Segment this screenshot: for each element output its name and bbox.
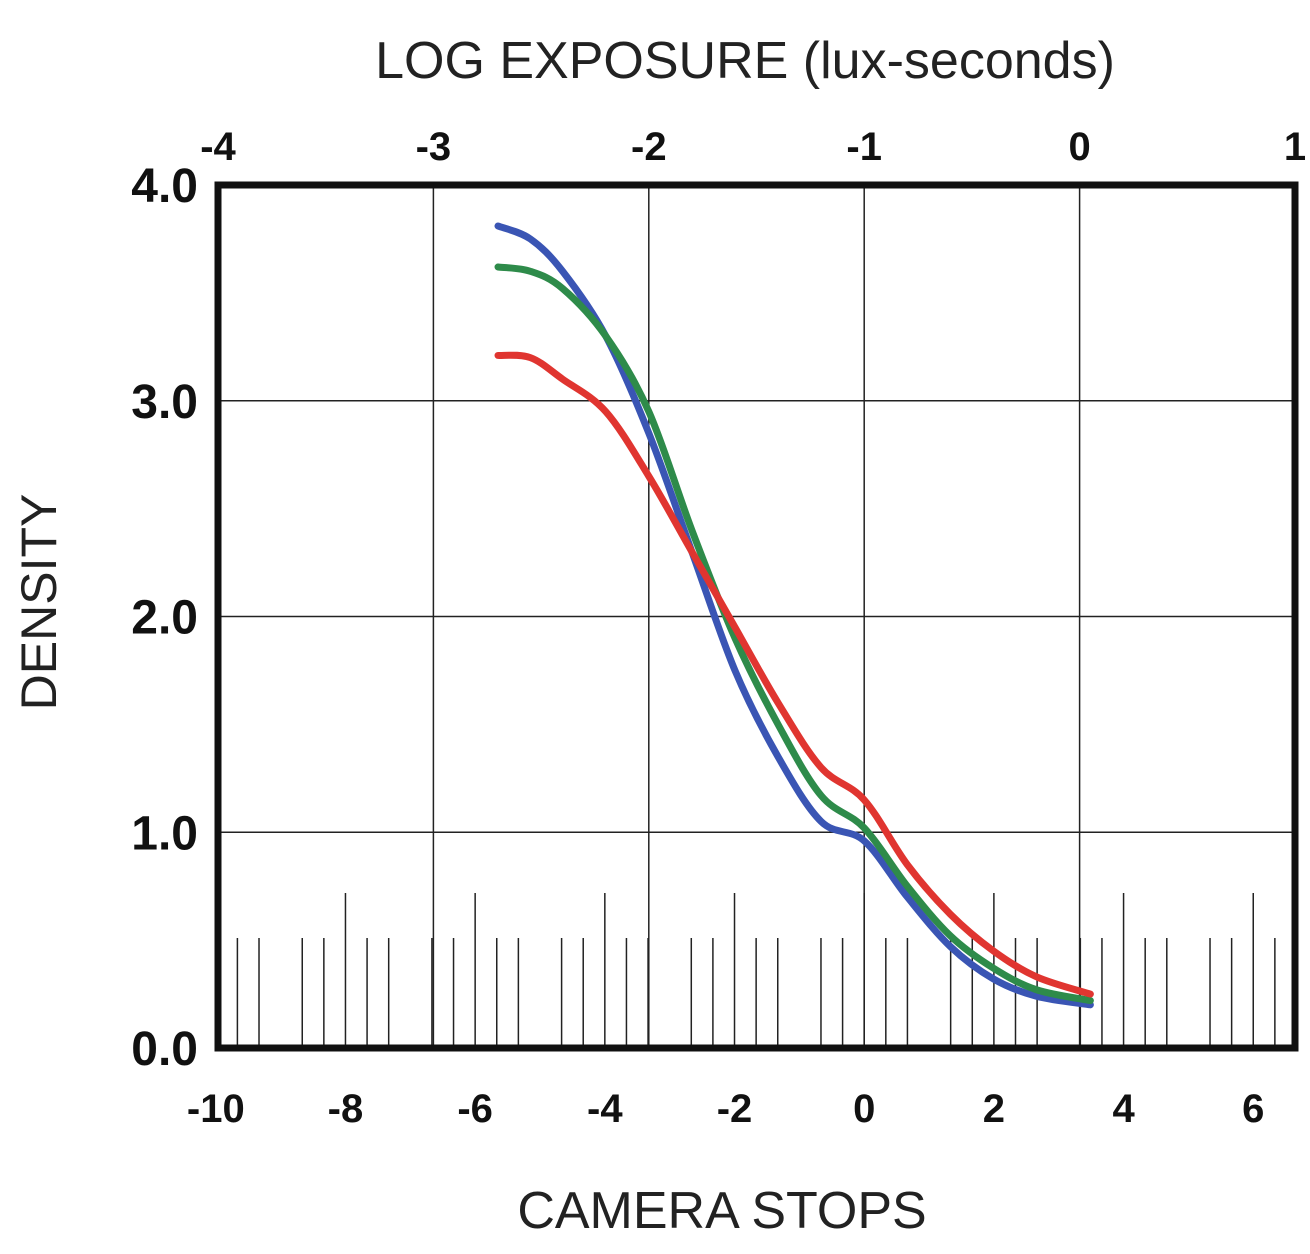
bottom-tick-label: -6 <box>457 1087 493 1131</box>
top-tick-labels: -4 -3 -2 -1 0 1 <box>200 125 1306 169</box>
bottom-tick-label: 4 <box>1112 1087 1135 1131</box>
bottom-tick-label: -4 <box>587 1087 623 1131</box>
curves <box>494 222 1094 1009</box>
top-tick-label: 0 <box>1068 125 1090 169</box>
bottom-tick-label: -2 <box>717 1087 753 1131</box>
bottom-tick-label: -10 <box>187 1087 245 1131</box>
y-tick-label: 0.0 <box>131 1023 198 1076</box>
y-tick-label: 3.0 <box>131 376 198 429</box>
plot-frame <box>214 181 1299 1052</box>
y-tick-label: 2.0 <box>131 592 198 645</box>
bottom-tick-label: 6 <box>1242 1087 1264 1131</box>
y-tick-label: 1.0 <box>131 807 198 860</box>
bottom-tick-labels: -10 -8 -6 -4 -2 0 2 4 6 <box>187 1087 1265 1131</box>
bottom-tick-label: 0 <box>853 1087 875 1131</box>
bottom-tick-label: -8 <box>328 1087 364 1131</box>
camera-stop-ticks <box>236 893 1276 1048</box>
density-curve-3 <box>494 351 1094 998</box>
density-curve-2 <box>494 263 1094 1005</box>
y-tick-labels: 0.0 1.0 2.0 3.0 4.0 <box>131 160 198 1076</box>
top-tick-label: -2 <box>631 125 667 169</box>
top-tick-label: 1 <box>1284 125 1306 169</box>
top-axis-title: LOG EXPOSURE (lux-seconds) <box>375 32 1115 90</box>
top-tick-label: -3 <box>416 125 452 169</box>
density-curve-1 <box>494 222 1094 1009</box>
bottom-axis-title: CAMERA STOPS <box>517 1182 926 1240</box>
top-tick-label: -1 <box>846 125 882 169</box>
grid-lines <box>218 185 1295 1048</box>
bottom-tick-label: 2 <box>983 1087 1005 1131</box>
y-tick-label: 4.0 <box>131 160 198 213</box>
top-tick-label: -4 <box>200 125 236 169</box>
y-axis-title: DENSITY <box>11 494 67 711</box>
